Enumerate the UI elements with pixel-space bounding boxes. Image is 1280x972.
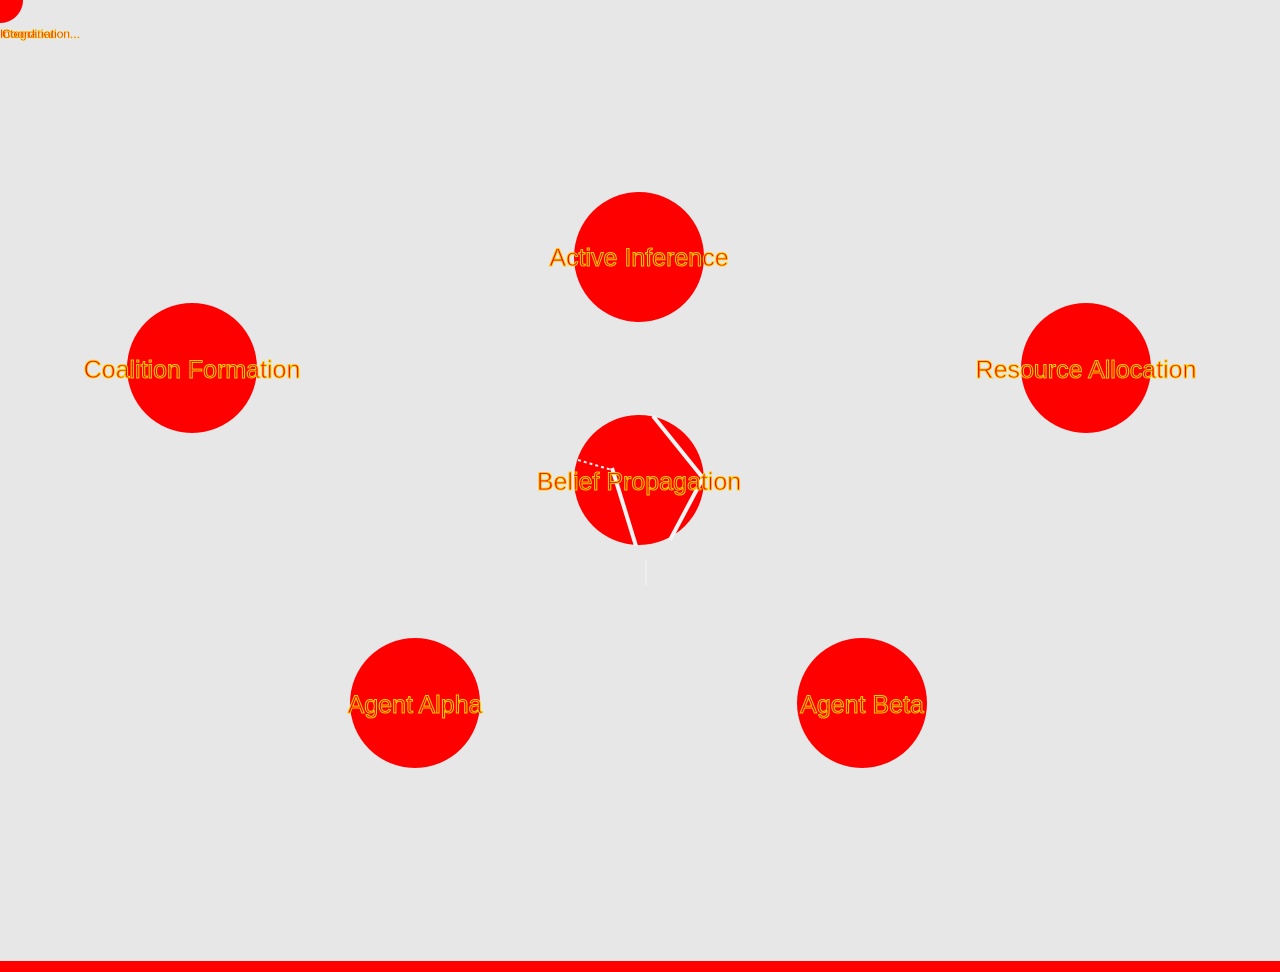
node-label-active-inference: Active Inference bbox=[549, 244, 728, 272]
node-active-inference[interactable]: Active Inference bbox=[549, 192, 729, 322]
bottom-status-bar bbox=[0, 961, 1280, 972]
node-circle bbox=[127, 303, 257, 433]
node-label-resource-allocation: Resource Allocation bbox=[976, 356, 1197, 384]
edge-line bbox=[651, 414, 705, 480]
node-label-belief-propagation: Belief Propagation bbox=[537, 468, 741, 496]
node-circle bbox=[574, 415, 704, 545]
node-label-agent-alpha: Agent Alpha bbox=[348, 691, 483, 719]
node-coalition-formation[interactable]: Coalition Formation bbox=[83, 303, 301, 433]
corner-mini-node[interactable]: Integration Coordination... bbox=[0, 0, 80, 41]
node-circle bbox=[574, 192, 704, 322]
node-belief-propagation[interactable]: Belief Propagation bbox=[536, 414, 742, 585]
node-agent-alpha[interactable]: Agent Alpha bbox=[347, 638, 483, 768]
corner-mini-circle bbox=[0, 0, 23, 23]
corner-label-integration: Integration bbox=[0, 27, 57, 41]
node-agent-beta[interactable]: Agent Beta bbox=[797, 638, 927, 768]
node-circle bbox=[1021, 303, 1151, 433]
corner-label-coordination: Coordination... bbox=[2, 27, 80, 41]
node-circle bbox=[350, 638, 480, 768]
node-resource-allocation[interactable]: Resource Allocation bbox=[975, 303, 1197, 433]
node-label-agent-beta: Agent Beta bbox=[800, 691, 924, 719]
edge-line bbox=[668, 477, 705, 541]
edge-line bbox=[610, 467, 638, 547]
node-label-coalition-formation: Coalition Formation bbox=[84, 356, 301, 384]
node-circle bbox=[797, 638, 927, 768]
